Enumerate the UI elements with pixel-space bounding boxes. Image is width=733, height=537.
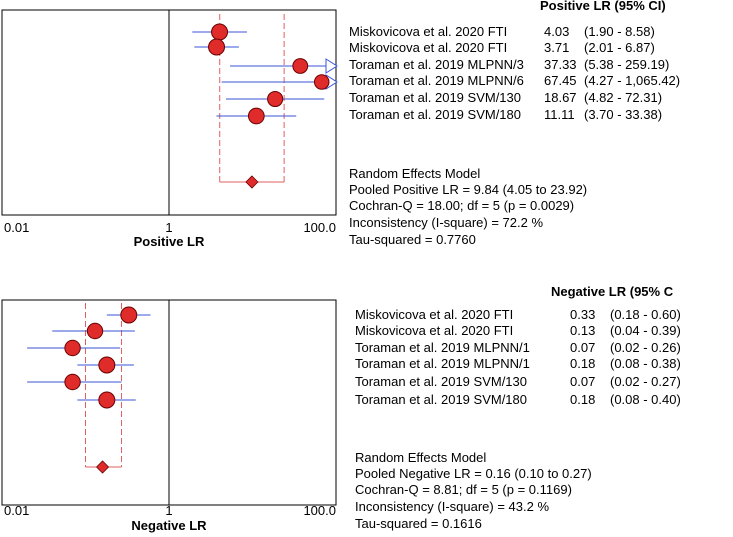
study-point (120, 306, 138, 324)
study-ci: (4.82 - 72.31) (584, 90, 662, 105)
summary-line: Inconsistency (I-square) = 72.2 % (349, 215, 543, 230)
study-estimate: 0.13 (570, 323, 595, 338)
study-name: Toraman et al. 2019 SVM/180 (355, 392, 527, 407)
study-name: Toraman et al. 2019 SVM/180 (349, 107, 521, 122)
study-name: Miskovicova et al. 2020 FTI (355, 307, 513, 322)
study-estimate: 0.07 (570, 374, 595, 389)
study-ci: (0.18 - 0.60) (610, 307, 681, 322)
study-point (267, 90, 284, 108)
study-point (98, 356, 116, 374)
x-tick-label: 1 (165, 503, 172, 518)
x-tick-label: 1 (165, 220, 172, 235)
study-estimate: 0.18 (570, 392, 595, 407)
x-tick-label: 100.0 (303, 220, 336, 235)
pooled-diamond (245, 175, 259, 189)
x-tick-label: 100.0 (303, 503, 336, 518)
summary-line: Inconsistency (I-square) = 43.2 % (355, 499, 549, 514)
x-axis-label: Negative LR (131, 518, 207, 533)
study-point (247, 107, 265, 125)
study-ci: (1.90 - 8.58) (584, 24, 655, 39)
study-ci: (0.08 - 0.38) (610, 356, 681, 371)
study-ci: (2.01 - 6.87) (584, 40, 655, 55)
study-estimate: 0.33 (570, 307, 595, 322)
study-ci: (3.70 - 33.38) (584, 107, 662, 122)
x-axis-label: Positive LR (134, 234, 205, 249)
study-estimate: 67.45 (544, 73, 577, 88)
study-ci: (0.04 - 0.39) (610, 323, 681, 338)
study-ci: (5.38 - 259.19) (584, 57, 669, 72)
study-name: Miskovicova et al. 2020 FTI (349, 24, 507, 39)
study-estimate: 3.71 (544, 40, 569, 55)
study-name: Toraman et al. 2019 MLPNN/1 (355, 356, 530, 371)
summary-line: Cochran-Q = 18.00; df = 5 (p = 0.0029) (349, 198, 574, 213)
study-point (211, 23, 229, 41)
study-estimate: 11.11 (544, 107, 575, 122)
x-tick-label: 0.01 (4, 503, 29, 518)
summary-line: Tau-squared = 0.7760 (349, 232, 476, 247)
chart-title: Positive LR (95% CI) (540, 0, 666, 13)
study-point (292, 58, 309, 74)
study-estimate: 37.33 (544, 57, 577, 72)
study-name: Toraman et al. 2019 SVM/130 (349, 90, 521, 105)
study-estimate: 0.18 (570, 356, 595, 371)
study-name: Toraman et al. 2019 MLPNN/1 (355, 340, 530, 355)
study-point (98, 391, 116, 409)
study-point (313, 74, 330, 90)
study-name: Miskovicova et al. 2020 FTI (355, 323, 513, 338)
summary-line: Pooled Negative LR = 0.16 (0.10 to 0.27) (355, 466, 592, 481)
chart-title: Negative LR (95% C (551, 284, 674, 299)
study-ci: (4.27 - 1,065.42) (584, 73, 680, 88)
study-ci: (0.02 - 0.26) (610, 340, 681, 355)
study-name: Toraman et al. 2019 SVM/130 (355, 374, 527, 389)
study-point (86, 322, 104, 340)
pooled-diamond (95, 460, 110, 474)
study-estimate: 4.03 (544, 24, 569, 39)
study-point (64, 339, 81, 357)
x-tick-label: 0.01 (4, 220, 29, 235)
summary-line: Tau-squared = 0.1616 (355, 516, 482, 531)
study-ci: (0.08 - 0.40) (610, 392, 681, 407)
study-name: Toraman et al. 2019 MLPNN/6 (349, 73, 524, 88)
study-point (208, 38, 226, 56)
study-name: Toraman et al. 2019 MLPNN/3 (349, 57, 524, 72)
summary-line: Pooled Positive LR = 9.84 (4.05 to 23.92… (349, 182, 587, 197)
summary-line: Cochran-Q = 8.81; df = 5 (p = 0.1169) (355, 482, 572, 497)
study-name: Miskovicova et al. 2020 FTI (349, 40, 507, 55)
study-point (64, 373, 81, 391)
study-ci: (0.02 - 0.27) (610, 374, 681, 389)
study-estimate: 0.07 (570, 340, 595, 355)
study-estimate: 18.67 (544, 90, 577, 105)
summary-line: Random Effects Model (355, 450, 486, 465)
ci-arrow (325, 58, 338, 74)
summary-line: Random Effects Model (349, 166, 480, 181)
